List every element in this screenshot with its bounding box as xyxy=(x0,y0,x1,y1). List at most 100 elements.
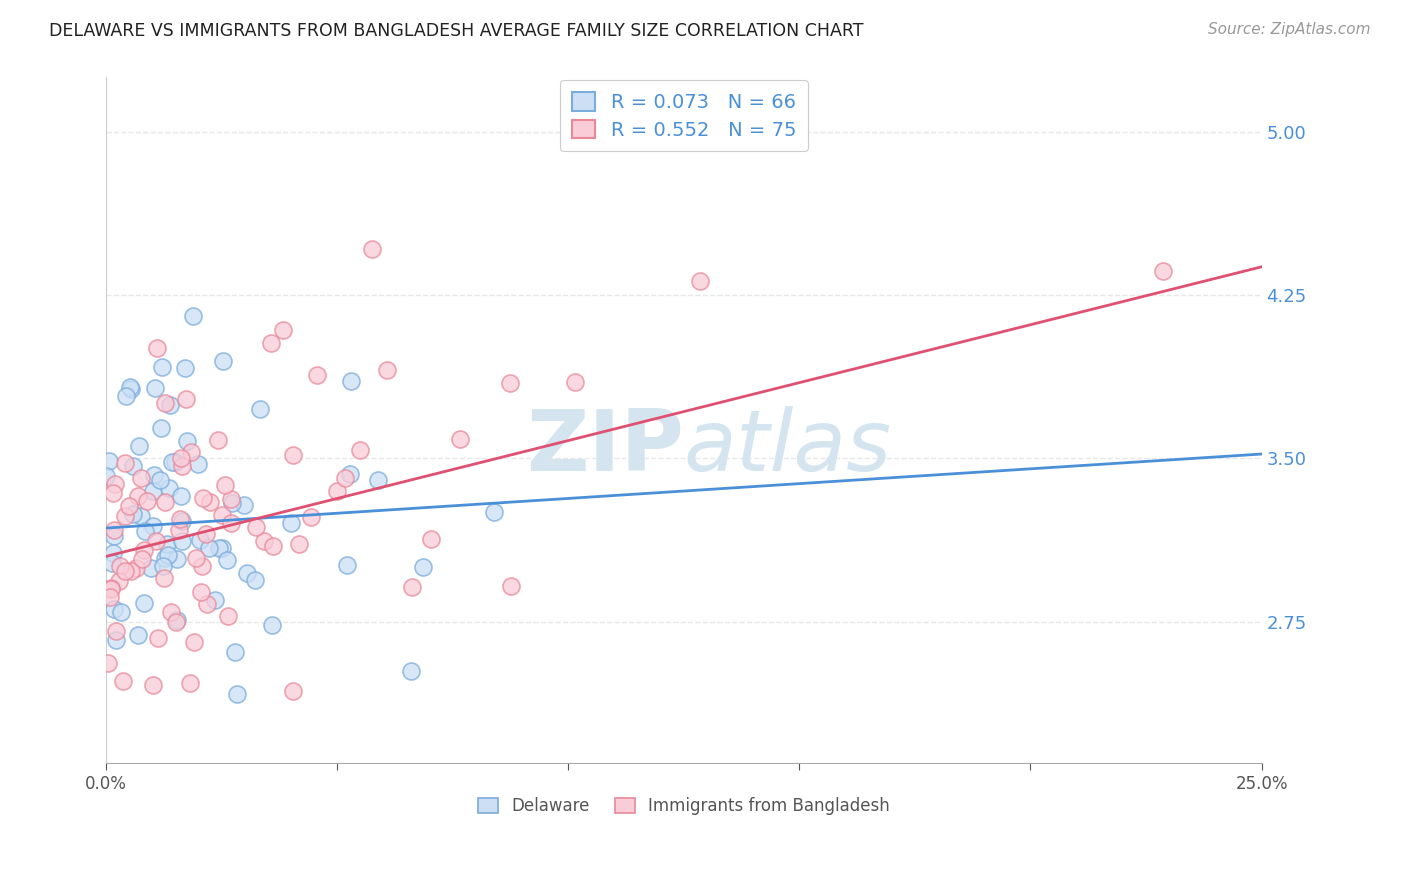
Point xyxy=(156,549,179,563)
Point xyxy=(420,532,443,546)
Point xyxy=(103,602,125,616)
Point xyxy=(190,584,212,599)
Point xyxy=(135,494,157,508)
Text: atlas: atlas xyxy=(683,406,891,489)
Point xyxy=(142,467,165,482)
Point xyxy=(326,484,349,499)
Point xyxy=(103,529,125,543)
Point xyxy=(98,590,121,604)
Point xyxy=(170,458,193,473)
Point xyxy=(173,360,195,375)
Point xyxy=(104,624,127,638)
Point xyxy=(121,459,143,474)
Point xyxy=(179,675,201,690)
Point xyxy=(129,508,152,523)
Point xyxy=(100,581,122,595)
Point xyxy=(160,605,183,619)
Point xyxy=(499,376,522,390)
Point xyxy=(299,509,322,524)
Point xyxy=(184,550,207,565)
Point xyxy=(155,396,177,410)
Point xyxy=(152,559,174,574)
Point xyxy=(198,495,221,509)
Point xyxy=(118,499,141,513)
Point xyxy=(127,628,149,642)
Point xyxy=(131,551,153,566)
Point xyxy=(249,402,271,417)
Point xyxy=(170,514,193,528)
Point xyxy=(169,512,191,526)
Point xyxy=(165,615,187,629)
Point xyxy=(245,520,267,534)
Point xyxy=(163,455,186,469)
Point xyxy=(100,582,122,596)
Point xyxy=(689,274,711,288)
Point xyxy=(170,451,193,466)
Point xyxy=(176,434,198,448)
Point xyxy=(150,360,173,375)
Point xyxy=(118,380,141,394)
Legend: Delaware, Immigrants from Bangladesh: Delaware, Immigrants from Bangladesh xyxy=(470,789,898,823)
Point xyxy=(148,631,170,645)
Point xyxy=(399,664,422,678)
Point xyxy=(190,558,212,573)
Point xyxy=(219,516,242,530)
Point xyxy=(167,523,190,537)
Point xyxy=(273,323,295,337)
Point xyxy=(260,618,283,632)
Point xyxy=(349,443,371,458)
Point xyxy=(127,489,149,503)
Point xyxy=(153,495,176,509)
Point xyxy=(170,534,193,549)
Point xyxy=(188,533,211,547)
Point xyxy=(224,645,246,659)
Point xyxy=(232,498,254,512)
Point xyxy=(214,477,236,491)
Point xyxy=(114,508,136,523)
Point xyxy=(101,486,124,500)
Point xyxy=(103,523,125,537)
Point xyxy=(132,596,155,610)
Point xyxy=(160,455,183,469)
Point xyxy=(186,457,208,471)
Point xyxy=(253,533,276,548)
Point xyxy=(211,541,233,555)
Point xyxy=(101,557,124,571)
Text: Source: ZipAtlas.com: Source: ZipAtlas.com xyxy=(1208,22,1371,37)
Point xyxy=(287,537,309,551)
Point xyxy=(142,483,165,498)
Point xyxy=(139,561,162,575)
Point xyxy=(194,527,217,541)
Point xyxy=(193,491,215,506)
Point xyxy=(221,496,243,510)
Point xyxy=(157,481,180,495)
Point xyxy=(281,448,304,462)
Text: DELAWARE VS IMMIGRANTS FROM BANGLADESH AVERAGE FAMILY SIZE CORRELATION CHART: DELAWARE VS IMMIGRANTS FROM BANGLADESH A… xyxy=(49,22,863,40)
Point xyxy=(336,558,359,572)
Point xyxy=(375,363,398,377)
Point xyxy=(110,605,132,619)
Point xyxy=(145,534,167,549)
Point xyxy=(146,341,169,355)
Point xyxy=(97,656,120,670)
Point xyxy=(141,519,163,533)
Point xyxy=(281,684,304,698)
Point xyxy=(128,440,150,454)
Point xyxy=(260,335,283,350)
Point xyxy=(197,541,219,555)
Point xyxy=(97,453,120,467)
Point xyxy=(166,551,188,566)
Point xyxy=(219,491,242,506)
Point xyxy=(159,398,181,412)
Point xyxy=(217,552,239,566)
Point xyxy=(131,471,153,485)
Point xyxy=(226,687,249,701)
Point xyxy=(125,561,148,575)
Point xyxy=(120,382,142,396)
Point xyxy=(262,539,284,553)
Point xyxy=(212,353,235,368)
Text: ZIP: ZIP xyxy=(526,406,683,489)
Point xyxy=(104,476,127,491)
Point xyxy=(143,381,166,395)
Point xyxy=(211,508,233,522)
